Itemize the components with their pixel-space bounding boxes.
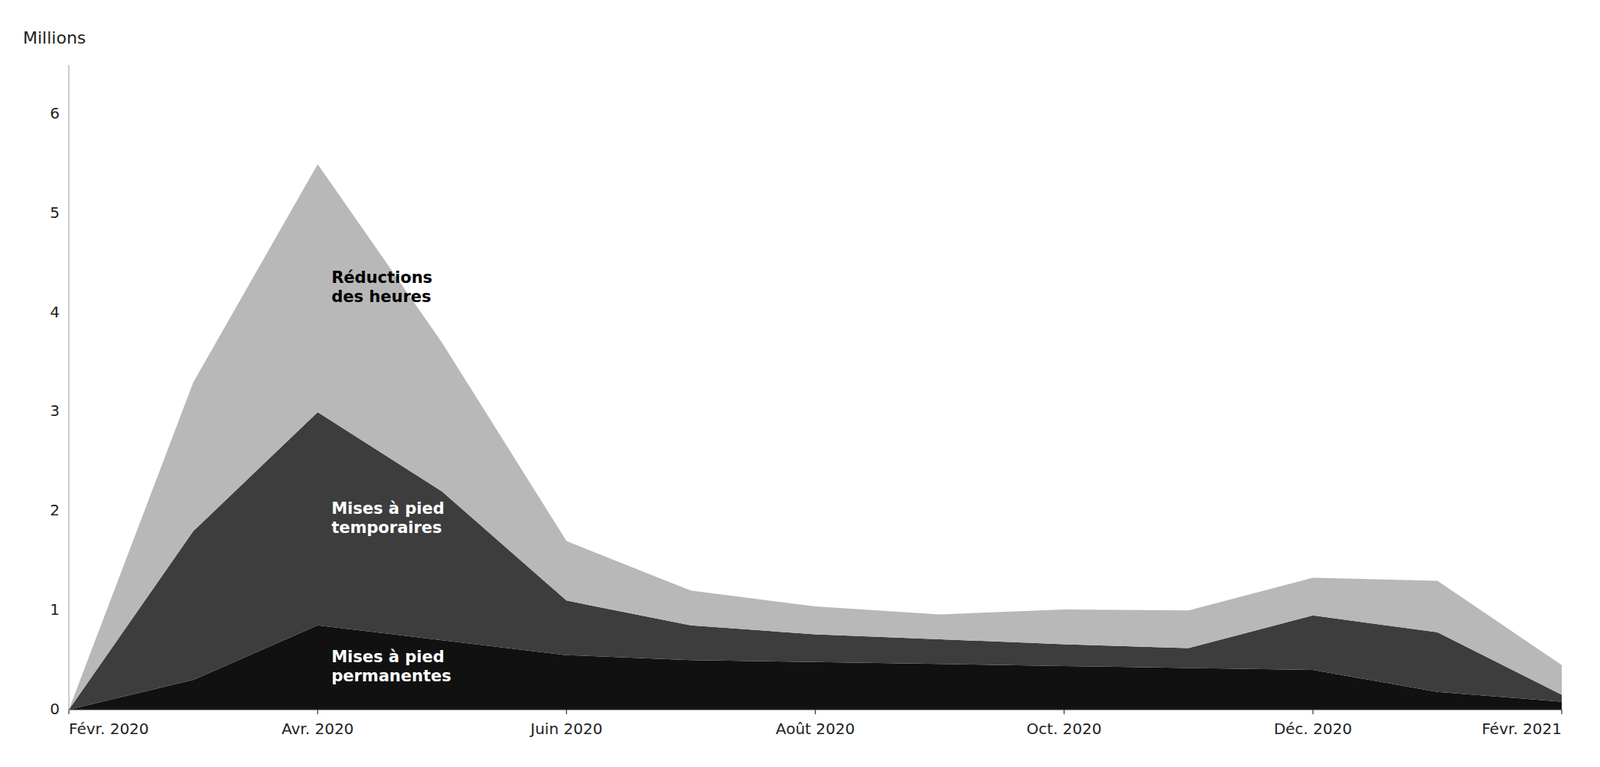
y-tick-label: 6	[49, 104, 60, 123]
series-label-line: des heures	[331, 287, 431, 307]
series-label: Réductionsdes heures	[331, 268, 433, 307]
series-label: Mises à piedpermanentes	[331, 648, 452, 686]
x-tick-label: Févr. 2020	[68, 720, 150, 739]
x-tick-label: Déc. 2020	[1274, 720, 1353, 739]
x-tick	[814, 710, 816, 715]
y-axis-label: Millions	[22, 28, 86, 48]
area	[68, 412, 1562, 711]
x-tick-label: Avr. 2020	[281, 720, 354, 739]
y-tick-label: 0	[49, 700, 60, 719]
x-tick	[1312, 710, 1314, 715]
x-tick	[1063, 710, 1065, 715]
series-label-line: Mises à pied	[331, 499, 445, 519]
y-tick-label: 5	[49, 203, 60, 222]
y-tick-label: 2	[49, 501, 60, 520]
x-tick	[1560, 710, 1562, 715]
y-tick-label: 1	[49, 600, 60, 620]
areas	[68, 164, 1562, 711]
series-label-line: permanentes	[331, 667, 452, 686]
y-tick-label: 3	[49, 401, 60, 421]
series-label-line: Réductions	[331, 268, 433, 287]
y-tick-label: 4	[49, 303, 60, 322]
x-tick	[68, 710, 69, 715]
chart-container: 0 1 2 3 4 5 6 Févr. 2020 Avr. 2020 Juin 2020 Août …	[0, 0, 1600, 767]
x-tick	[317, 710, 319, 715]
x-tick-label: Oct. 2020	[1026, 720, 1102, 739]
series-label: Mises à piedtemporaires	[331, 499, 445, 538]
x-tick-label: Août 2020	[775, 720, 855, 739]
series-label-line: temporaires	[331, 518, 442, 538]
x-tick-label: Juin 2020	[528, 720, 603, 739]
x-tick-label: Févr. 2021	[1481, 720, 1562, 739]
x-tick	[566, 710, 568, 715]
chart-svg: 0 1 2 3 4 5 6 Févr. 2020 Avr. 2020 Juin 2020 Août …	[0, 0, 1600, 767]
area	[68, 164, 1562, 711]
series-label-line: Mises à pied	[331, 648, 445, 667]
y-axis-line	[68, 65, 70, 711]
